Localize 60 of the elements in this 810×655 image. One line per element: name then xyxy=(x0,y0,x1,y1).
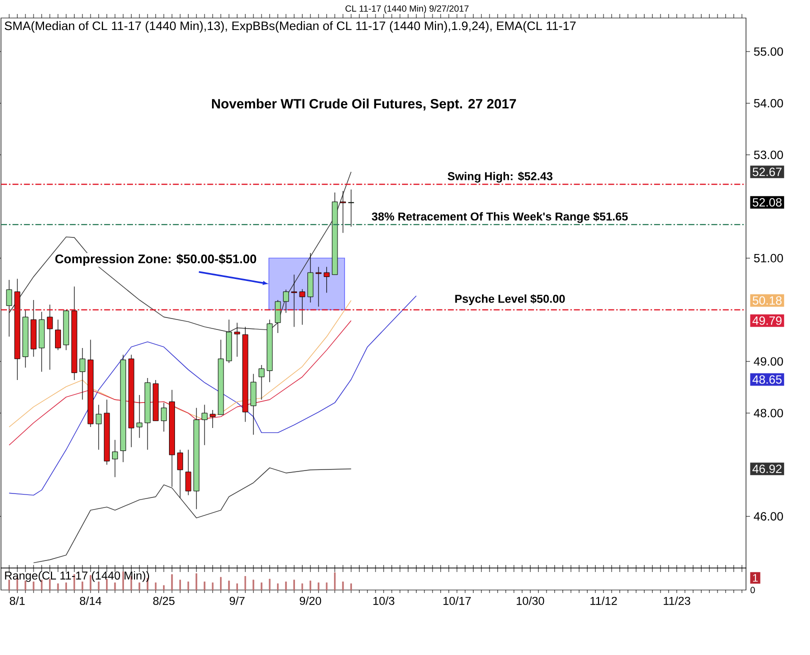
candlestick xyxy=(258,364,264,400)
candlestick xyxy=(348,189,354,227)
candlestick xyxy=(316,266,322,307)
candlestick xyxy=(96,404,102,450)
candlestick xyxy=(6,280,12,337)
text: 1 xyxy=(753,574,758,582)
x-tick-label: 8/14 xyxy=(80,596,102,605)
candlestick xyxy=(234,322,240,358)
candlestick xyxy=(185,449,192,496)
x-tick-label: 11/12 xyxy=(590,596,617,605)
line-series xyxy=(8,320,352,446)
text: 49.79 xyxy=(752,316,782,325)
y-tick-label: 51.00 xyxy=(754,254,783,262)
x-tick-label: 10/17 xyxy=(444,596,471,605)
line-series xyxy=(8,295,417,496)
ref-line-label: 38% Retracement Of This Week's Range $51.65 xyxy=(372,212,628,223)
text: 52.08 xyxy=(752,198,782,207)
y-tick-label: 54.00 xyxy=(754,98,783,108)
ref-line-label: Swing High: $52.43 xyxy=(448,172,552,183)
x-tick-label: 8/25 xyxy=(153,596,175,605)
text: 0 xyxy=(750,586,755,594)
text: 52.67 xyxy=(752,168,782,176)
text: 46.92 xyxy=(752,464,782,474)
candlestick xyxy=(55,319,61,350)
text: CL 11-17 (1440 Min) 9/27/2017 xyxy=(346,5,469,14)
y-tick-label: 53.00 xyxy=(754,150,783,160)
candlestick xyxy=(160,402,167,432)
y-tick-label: 48.00 xyxy=(754,408,783,418)
y-tick-label: 55.00 xyxy=(754,47,783,56)
candlestick xyxy=(79,348,86,400)
text: November WTI Crude Oil Futures, Sept. 27 2017 xyxy=(212,98,516,112)
candlestick xyxy=(250,374,256,436)
x-tick-label: 11/23 xyxy=(664,596,690,605)
line-series xyxy=(33,467,352,564)
text: 48.65 xyxy=(752,375,782,384)
candlestick xyxy=(283,289,289,314)
y-tick-label: 46.00 xyxy=(754,512,783,521)
candlestick xyxy=(340,190,346,234)
candlestick xyxy=(274,300,281,334)
candlestick xyxy=(136,394,142,438)
candlestick xyxy=(177,449,184,498)
x-tick-label: 10/3 xyxy=(373,596,394,605)
candlestick xyxy=(299,288,306,326)
candlestick xyxy=(46,304,53,370)
chart-title: Range(CL 11-17 (1440 Min)) xyxy=(5,571,150,582)
line-series xyxy=(8,172,352,332)
x-tick-label: 9/7 xyxy=(230,596,245,605)
y-tick-label: 49.00 xyxy=(754,357,783,366)
ref-line-label: Psyche Level $50.00 xyxy=(455,294,565,306)
band-label: Compression Zone: $50.00-$51.00 xyxy=(55,254,256,266)
x-tick-label: 9/20 xyxy=(300,596,322,605)
candlestick xyxy=(291,274,298,328)
x-tick-label: 8/1 xyxy=(10,596,25,605)
candlestick xyxy=(210,410,216,428)
candlestick xyxy=(202,404,208,446)
x-tick-label: 10/30 xyxy=(516,596,544,605)
annotation: SMA(Median of CL 11-17 (1440 Min),13), ExpBBs(Median of CL 11-17 (1440 Min),1.9,24), EMA(CL 11-17 xyxy=(4,21,576,33)
candlestick xyxy=(324,266,330,294)
candlestick xyxy=(112,440,118,478)
text: 50.18 xyxy=(752,296,782,305)
